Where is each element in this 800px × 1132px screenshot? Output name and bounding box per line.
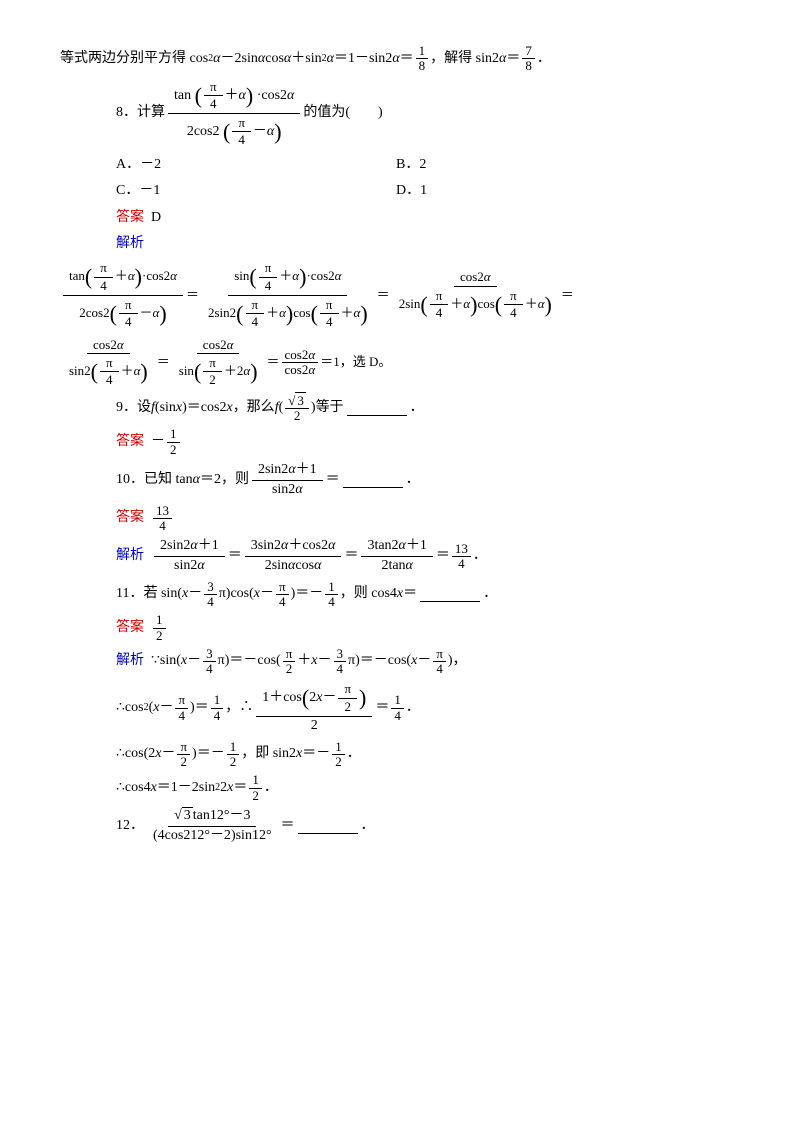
intro-d: ＋sin <box>291 48 321 70</box>
frac-step2: sin(π4＋α)·cos2α 2sin2(π4＋α)cos(π4＋α) <box>202 259 374 331</box>
alpha: α <box>258 48 265 70</box>
blank <box>298 819 358 834</box>
frac-1-2: 12 <box>167 427 180 457</box>
frac-13-4: 134 <box>153 504 172 534</box>
frac-step4: cos2α sin2(π4＋α) <box>63 336 154 390</box>
opt-a: A．－2 <box>116 154 396 176</box>
alpha: α <box>392 48 399 70</box>
q10-stem: 10．已知 tan α ＝2，则 2sin2α＋1 sin2α ＝． <box>60 461 740 500</box>
frac-step3: cos2α 2sin(π4＋α)cos(π4＋α) <box>393 268 558 322</box>
q8-main-frac: tan (π4＋α) ·cos2α 2cos2 (π4－α) <box>168 78 300 150</box>
explain-label: 解析 <box>116 545 144 567</box>
frac-1-4: 14 <box>325 580 338 610</box>
q8-opts-2: C．－1 D．1 <box>60 180 740 202</box>
intro-e: ＝1－sin2 <box>334 48 392 70</box>
frac-e3: 3tan2α＋1 2tanα <box>361 537 432 576</box>
q12-frac: 3tan12°－3 (4cos212°－2)sin12° <box>147 807 278 846</box>
alpha: α <box>284 48 291 70</box>
q11-label: 11．若 sin( <box>116 583 182 605</box>
q9-answer: 答案 －12 <box>60 427 740 457</box>
q8-tail: 的值为( ) <box>303 102 382 124</box>
q11-exp-4: ∴cos4x ＝1－2sin22x ＝ 12． <box>60 773 740 803</box>
intro-f: ＝ <box>400 48 414 70</box>
intro-line: 等式两边分别平方得 cos2 α －2sin α cos α ＋sin2 α ＝… <box>60 44 740 74</box>
q11-exp-1: 解析 ∵sin(x－ 34π )＝－cos( π2＋x－ 34π )＝－cos(… <box>60 647 740 677</box>
frac-e4: 134 <box>452 542 471 572</box>
intro-h: ＝ <box>506 48 520 70</box>
q8-explain-label: 解析 <box>60 233 740 255</box>
frac-1-2: 12 <box>153 613 166 643</box>
q8-opts-1: A．－2 B．2 <box>60 154 740 176</box>
opt-c: C．－1 <box>116 180 396 202</box>
frac-3-4: 34 <box>204 580 217 610</box>
intro-b: －2sin <box>221 48 258 70</box>
q12-stem: 12． 3tan12°－3 (4cos212°－2)sin12° ＝． <box>60 807 740 846</box>
q9-label: 9．设 <box>116 397 151 419</box>
q11-stem: 11．若 sin( x－ 34 π )cos( x－ π4 )＝－ 14 ，则 … <box>60 580 740 610</box>
opt-b: B．2 <box>396 154 426 176</box>
explain-label: 解析 <box>116 650 144 672</box>
answer-label: 答案 <box>116 431 144 453</box>
half-angle-frac: 1＋cos(2x－π2) 2 <box>256 680 372 735</box>
alpha: α <box>213 48 220 70</box>
intro-c: cos <box>265 48 284 70</box>
frac-step5: cos2α sin(π2＋2α) <box>173 336 264 390</box>
period: ． <box>537 48 551 70</box>
alpha: α <box>499 48 506 70</box>
q8-answer: 答案 D <box>60 207 740 229</box>
q9-stem: 9．设 f(sinx) ＝cos2x ，那么 f( 32 ) 等于． <box>60 394 740 424</box>
answer-label: 答案 <box>116 507 144 529</box>
frac-e1: 2sin2α＋1 sin2α <box>154 537 225 576</box>
opt-d: D．1 <box>396 180 427 202</box>
q10-label: 10．已知 tan <box>116 469 193 491</box>
q8-explain-eq-2: cos2α sin2(π4＋α) ＝ cos2α sin(π2＋2α) ＝ co… <box>60 336 740 390</box>
blank <box>347 401 407 416</box>
frac-sqrt3-2: 32 <box>285 394 309 424</box>
q10-answer: 答案 134 <box>60 504 740 534</box>
frac-7-8: 78 <box>522 44 535 74</box>
alpha: α <box>327 48 334 70</box>
explain-label: 解析 <box>116 233 144 255</box>
frac-q10: 2sin2α＋1 sin2α <box>252 461 323 500</box>
frac-step1: tan(π4＋α)·cos2α 2cos2(π4－α) <box>63 259 183 331</box>
q11-answer: 答案 12 <box>60 613 740 643</box>
q8-label: 8．计算 <box>116 102 165 124</box>
q8-explain-eq: tan(π4＋α)·cos2α 2cos2(π4－α) ＝ sin(π4＋α)·… <box>60 259 740 331</box>
eq-final: ＝1，选 D。 <box>320 352 391 373</box>
blank <box>420 587 480 602</box>
answer-label: 答案 <box>116 617 144 639</box>
frac-step6: cos2α cos2α <box>282 348 319 378</box>
q10-explain: 解析 2sin2α＋1 sin2α ＝ 3sin2α＋cos2α 2sinαco… <box>60 537 740 576</box>
intro-a: 等式两边分别平方得 cos <box>60 48 208 70</box>
q12-label: 12． <box>116 815 144 837</box>
frac-e2: 3sin2α＋cos2α 2sinαcosα <box>245 537 342 576</box>
frac-1-8: 18 <box>416 44 429 74</box>
frac-pi-4: π4 <box>276 580 289 610</box>
q11-exp-2: ∴cos2(x－ π4 )＝ 14 ，∴ 1＋cos(2x－π2) 2 ＝ 14… <box>60 680 740 735</box>
blank <box>343 473 403 488</box>
answer-label: 答案 <box>116 207 144 229</box>
intro-g: ，解得 sin2 <box>430 48 499 70</box>
q8-stem: 8．计算 tan (π4＋α) ·cos2α 2cos2 (π4－α) 的值为(… <box>60 78 740 150</box>
answer-val: D <box>151 207 161 229</box>
q11-exp-3: ∴cos(2x－ π2 )＝－ 12 ，即 sin2x ＝－ 12． <box>60 740 740 770</box>
